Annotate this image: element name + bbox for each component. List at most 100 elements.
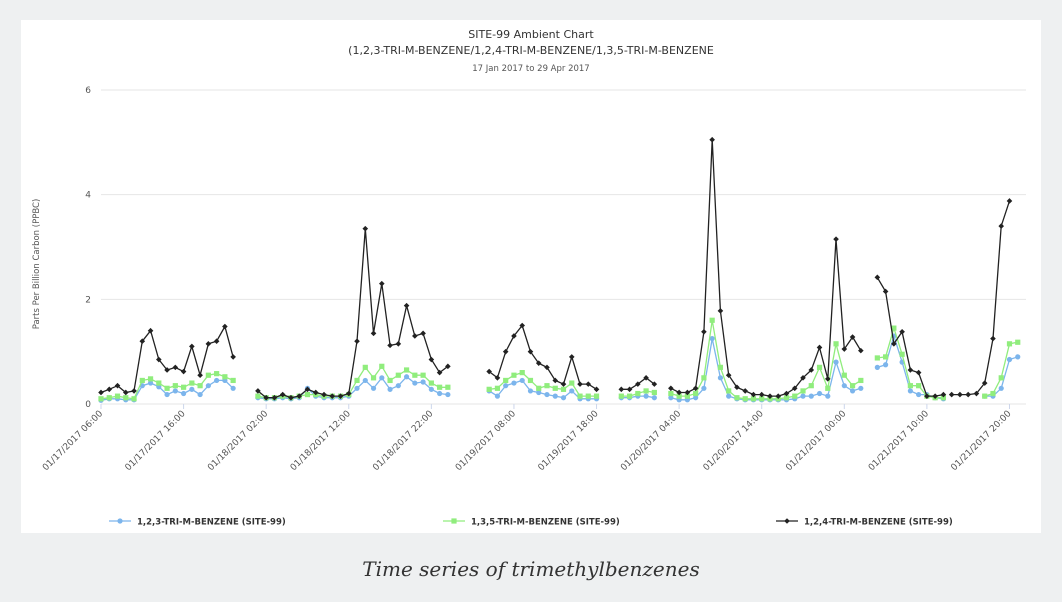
data-point — [205, 383, 211, 389]
data-point — [502, 348, 509, 355]
data-point — [288, 394, 294, 401]
data-point — [560, 381, 567, 387]
x-tick-labels: 01/17/2017 06:00 01/17/2017 16:00 01/18/20… — [41, 404, 1014, 473]
data-point — [569, 380, 575, 386]
data-point — [882, 362, 889, 368]
data-point — [734, 395, 740, 401]
data-point — [172, 388, 178, 394]
data-point — [717, 308, 724, 314]
data-point — [692, 385, 699, 392]
data-point — [725, 372, 732, 379]
data-point — [180, 368, 187, 375]
series-plot-area — [98, 136, 1021, 403]
data-point — [808, 367, 815, 373]
data-point — [511, 333, 517, 339]
data-point — [998, 223, 1005, 229]
data-point — [651, 395, 657, 401]
gridlines — [101, 89, 1026, 405]
data-point — [734, 384, 740, 391]
data-point — [362, 225, 369, 232]
data-point — [98, 396, 104, 402]
data-point — [750, 396, 757, 402]
data-point — [841, 346, 848, 352]
data-point — [131, 396, 137, 402]
data-point — [916, 383, 922, 389]
data-point — [783, 395, 790, 401]
data-point — [420, 372, 426, 378]
x-tick-label: 01/17/2017 16:00 — [124, 409, 188, 473]
data-point — [775, 393, 782, 399]
data-point — [535, 360, 542, 366]
data-point — [998, 385, 1004, 391]
data-point — [279, 391, 286, 398]
data-point — [164, 391, 170, 398]
data-point — [527, 348, 534, 355]
data-point — [750, 391, 757, 398]
data-point — [403, 302, 410, 309]
data-point — [122, 389, 129, 396]
data-point — [271, 394, 278, 401]
data-point — [560, 386, 567, 392]
data-point — [519, 370, 525, 376]
data-point — [841, 372, 847, 378]
data-point — [379, 280, 385, 287]
data-point — [345, 390, 352, 397]
data-point — [816, 344, 823, 351]
data-point — [948, 391, 955, 398]
data-point — [891, 341, 897, 347]
y-tick-label: 0 — [85, 400, 91, 410]
series-2 — [98, 317, 1021, 402]
legend-item[interactable]: 1,3,5-TRI-M-BENZENE (SITE-99) — [443, 518, 620, 528]
data-point — [824, 376, 831, 382]
data-point — [593, 393, 600, 399]
legend-item[interactable]: 1,2,3-TRI-M-BENZENE (SITE-99) — [109, 518, 286, 528]
data-point — [998, 375, 1004, 381]
data-point — [643, 393, 649, 399]
data-point — [676, 393, 682, 399]
data-point — [189, 380, 195, 386]
data-point — [858, 347, 864, 354]
data-point — [387, 342, 393, 349]
data-point — [882, 354, 889, 360]
data-point — [915, 369, 922, 376]
data-point — [164, 385, 170, 391]
data-point — [354, 385, 360, 391]
data-point — [354, 338, 360, 344]
data-point — [139, 377, 145, 384]
data-point — [618, 386, 625, 393]
data-point — [701, 328, 707, 335]
data-point — [552, 377, 559, 384]
data-point — [990, 335, 996, 342]
data-point — [544, 391, 550, 398]
data-point — [205, 372, 211, 378]
data-point — [742, 396, 748, 402]
data-point — [213, 338, 220, 344]
data-point — [577, 381, 583, 387]
data-point — [370, 385, 377, 391]
x-tick-label: 01/20/2017 04:00 — [619, 409, 683, 473]
data-point — [693, 390, 699, 397]
x-tick-label: 01/19/2017 18:00 — [537, 409, 601, 473]
data-point — [329, 393, 336, 399]
data-point — [618, 393, 624, 399]
data-point — [255, 393, 261, 399]
data-point — [668, 395, 674, 401]
legend-item[interactable]: 1,2,4-TRI-M-BENZENE (SITE-99) — [776, 518, 953, 528]
data-point — [899, 351, 905, 357]
data-point — [494, 385, 501, 391]
data-point — [230, 354, 236, 360]
data-point — [395, 383, 401, 389]
y-tick-label: 2 — [85, 295, 91, 305]
data-point — [536, 385, 542, 391]
data-point — [123, 395, 129, 401]
x-tick-label: 01/18/2017 12:00 — [289, 409, 353, 473]
data-point — [668, 385, 674, 392]
data-point — [172, 383, 178, 389]
data-point — [156, 380, 162, 386]
data-point — [263, 394, 269, 401]
data-point — [312, 389, 319, 396]
data-point — [205, 341, 212, 347]
data-point — [527, 377, 534, 384]
data-point — [643, 388, 649, 394]
data-point — [379, 375, 385, 381]
